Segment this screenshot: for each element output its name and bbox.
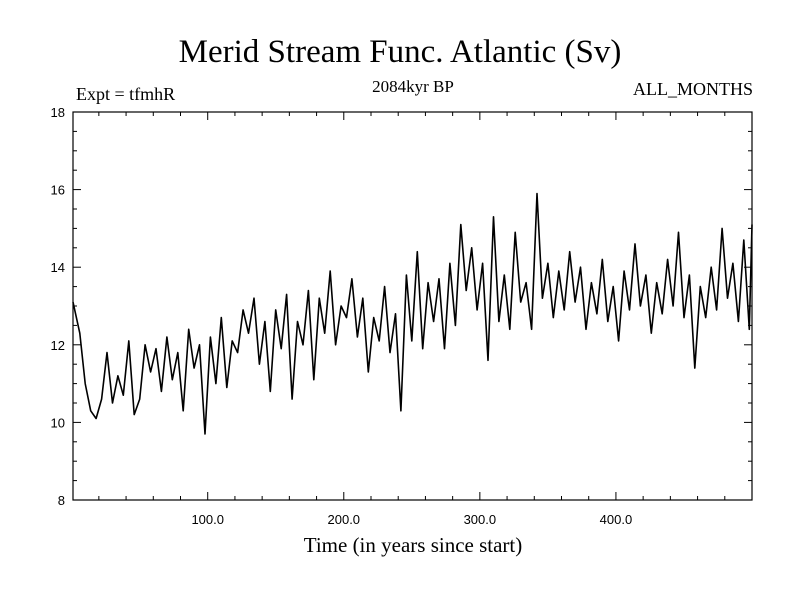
plot-frame	[72, 111, 753, 501]
y-tick-label: 18	[51, 105, 65, 120]
y-tick-label: 12	[51, 338, 65, 353]
x-tick-label: 200.0	[328, 512, 361, 527]
y-tick-label: 10	[51, 415, 65, 430]
x-tick-label: 300.0	[464, 512, 497, 527]
experiment-label: Expt = tfmhR	[76, 84, 176, 104]
y-tick-label: 16	[51, 183, 65, 198]
y-tick-label: 8	[58, 493, 65, 508]
chart-title: Merid Stream Func. Atlantic (Sv)	[178, 34, 622, 70]
x-axis-label: Time (in years since start)	[303, 533, 523, 557]
series-line	[72, 192, 753, 435]
axis-tick-labels: 100.0 200.0 300.0 400.0 8 10 12 14 16 18	[51, 105, 633, 527]
x-tick-label: 400.0	[600, 512, 633, 527]
y-tick-label: 14	[51, 260, 65, 275]
x-tick-label: 100.0	[191, 512, 224, 527]
period-label: 2084kyr BP	[372, 77, 454, 96]
months-label: ALL_MONTHS	[633, 79, 753, 99]
axis-ticks	[73, 112, 752, 500]
